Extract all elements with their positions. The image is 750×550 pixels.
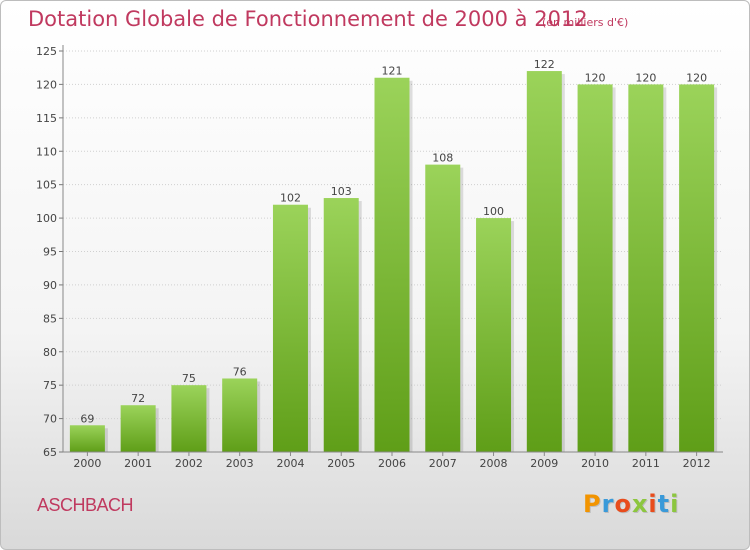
bar-value-label: 100 — [483, 205, 504, 218]
chart-title: Dotation Globale de Fonctionnement de 20… — [28, 7, 588, 31]
y-tick-label: 125 — [36, 45, 57, 58]
logo-letter: i — [670, 490, 680, 518]
logo-letter: r — [601, 490, 615, 518]
logo-letter: o — [614, 490, 632, 518]
bar-2010 — [577, 84, 613, 453]
x-tick-label: 2001 — [124, 457, 152, 470]
y-tick-label: 110 — [36, 145, 57, 158]
proxiti-logo[interactable]: Proxiti — [583, 490, 679, 518]
y-tick-label: 105 — [36, 179, 57, 192]
bar-value-label: 120 — [686, 71, 707, 84]
bar-value-label: 76 — [233, 365, 247, 378]
bar-value-label: 120 — [585, 71, 606, 84]
logo-letter: x — [631, 490, 649, 518]
bar-value-label: 75 — [182, 372, 196, 385]
x-tick-label: 2002 — [175, 457, 203, 470]
bar-value-label: 108 — [432, 152, 453, 165]
logo-letter: t — [657, 490, 671, 518]
x-tick-label: 2012 — [683, 457, 711, 470]
x-tick-label: 2009 — [530, 457, 558, 470]
commune-name: ASCHBACH — [37, 495, 134, 515]
bar-value-label: 102 — [280, 192, 301, 205]
bar-2011 — [628, 84, 664, 453]
bar-2009 — [526, 71, 562, 453]
y-tick-label: 100 — [36, 212, 57, 225]
bar-value-label: 103 — [331, 185, 352, 198]
x-tick-label: 2010 — [581, 457, 609, 470]
bar-value-label: 69 — [80, 412, 94, 425]
x-tick-label: 2011 — [632, 457, 660, 470]
y-tick-label: 70 — [43, 413, 57, 426]
y-tick-label: 80 — [43, 346, 57, 359]
y-tick-label: 115 — [36, 112, 57, 125]
axes: 65 70 75 80 85 90 95 100 105 110 115 120 125 2000 2001… — [36, 45, 723, 470]
bar-value-label: 122 — [534, 58, 555, 71]
bar-value-label: 121 — [382, 65, 403, 78]
bar-value-label: 120 — [635, 71, 656, 84]
y-tick-label: 95 — [43, 246, 57, 259]
x-tick-label: 2005 — [327, 457, 355, 470]
bar-2001 — [120, 405, 156, 452]
bar-2008 — [476, 218, 512, 452]
x-tick-label: 2007 — [429, 457, 457, 470]
x-tick-label: 2008 — [480, 457, 508, 470]
bar-2004 — [272, 204, 308, 452]
y-tick-label: 85 — [43, 312, 57, 325]
x-tick-label: 2003 — [226, 457, 254, 470]
x-tick-label: 2000 — [73, 457, 101, 470]
x-tick-label: 2006 — [378, 457, 406, 470]
bar-2003 — [222, 378, 258, 452]
bar-2006 — [374, 77, 410, 452]
bar-2007 — [425, 164, 461, 452]
bar-2002 — [171, 385, 207, 452]
bar-value-label: 72 — [131, 392, 145, 405]
y-tick-label: 75 — [43, 379, 57, 392]
logo-letter: i — [648, 490, 658, 518]
bar-2005 — [323, 198, 359, 452]
logo-letter: P — [583, 490, 602, 518]
bar-2000 — [69, 425, 105, 452]
y-tick-label: 90 — [43, 279, 57, 292]
y-tick-label: 65 — [43, 446, 57, 459]
chart-unit: (en milliers d'€) — [542, 16, 629, 29]
y-tick-label: 120 — [36, 78, 57, 91]
bar-2012 — [679, 84, 715, 453]
bars: 69 72 75 76 102 103 121 108 100 122 120 120 120 — [69, 58, 718, 453]
x-tick-label: 2004 — [276, 457, 304, 470]
